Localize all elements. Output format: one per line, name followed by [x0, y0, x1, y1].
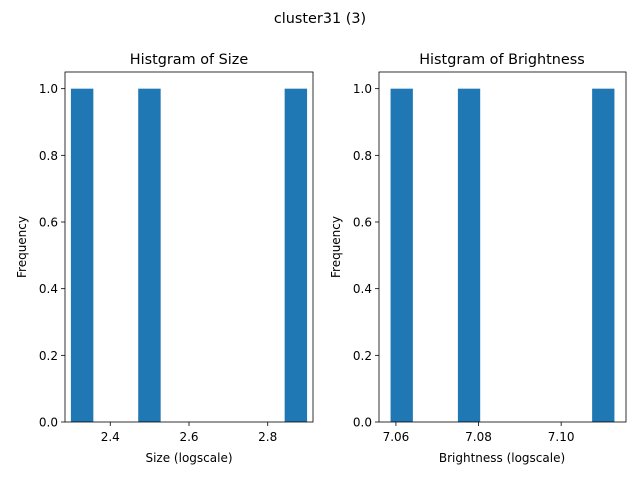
chart-title: Histgram of Brightness [419, 52, 585, 68]
y-tick-label: 0.2 [353, 349, 372, 363]
histogram-bar [390, 88, 413, 423]
y-tick-label: 0.6 [39, 216, 58, 230]
y-tick-label: 0.6 [353, 216, 372, 230]
y-tick-label: 0.0 [39, 416, 58, 430]
x-axis-label: Size (logscale) [145, 451, 232, 465]
axes-frame [378, 71, 627, 423]
y-axis-label: Frequency [15, 216, 29, 278]
y-tick-label: 0.0 [353, 416, 372, 430]
chart-title: Histgram of Size [130, 52, 249, 68]
y-tick-label: 0.4 [353, 282, 372, 296]
y-tick-label: 1.0 [39, 82, 58, 96]
x-tick-label: 2.4 [101, 430, 120, 444]
chart-size: Histgram of Size Size (logscale) Frequen… [15, 52, 314, 465]
y-tick-label: 0.2 [39, 349, 58, 363]
figure-suptitle: cluster31 (3) [274, 11, 366, 27]
y-tick-label: 0.4 [39, 282, 58, 296]
histogram-bar [138, 88, 161, 423]
x-tick-label: 2.6 [179, 430, 198, 444]
y-axis-label: Frequency [329, 216, 343, 278]
x-axis-label: Brightness (logscale) [439, 451, 565, 465]
x-tick-label: 7.06 [383, 430, 410, 444]
chart-brightness: Histgram of Brightness Brightness (logsc… [329, 52, 627, 465]
x-tick-label: 7.08 [465, 430, 492, 444]
histogram-bar [592, 88, 615, 423]
y-tick-label: 1.0 [353, 82, 372, 96]
y-tick-label: 0.8 [39, 149, 58, 163]
x-tick-label: 7.10 [548, 430, 575, 444]
histogram-bar [70, 88, 94, 423]
x-tick-label: 2.8 [258, 430, 277, 444]
plot-area: 7.06 7.08 7.10 0.0 0.2 0.4 0.6 0.8 1.0 [353, 71, 627, 444]
y-tick-label: 0.8 [353, 149, 372, 163]
plot-area: 2.4 2.6 2.8 0.0 0.2 0.4 0.6 0.8 1.0 [39, 71, 314, 444]
histogram-bar [284, 88, 308, 423]
histogram-bar [457, 88, 481, 423]
